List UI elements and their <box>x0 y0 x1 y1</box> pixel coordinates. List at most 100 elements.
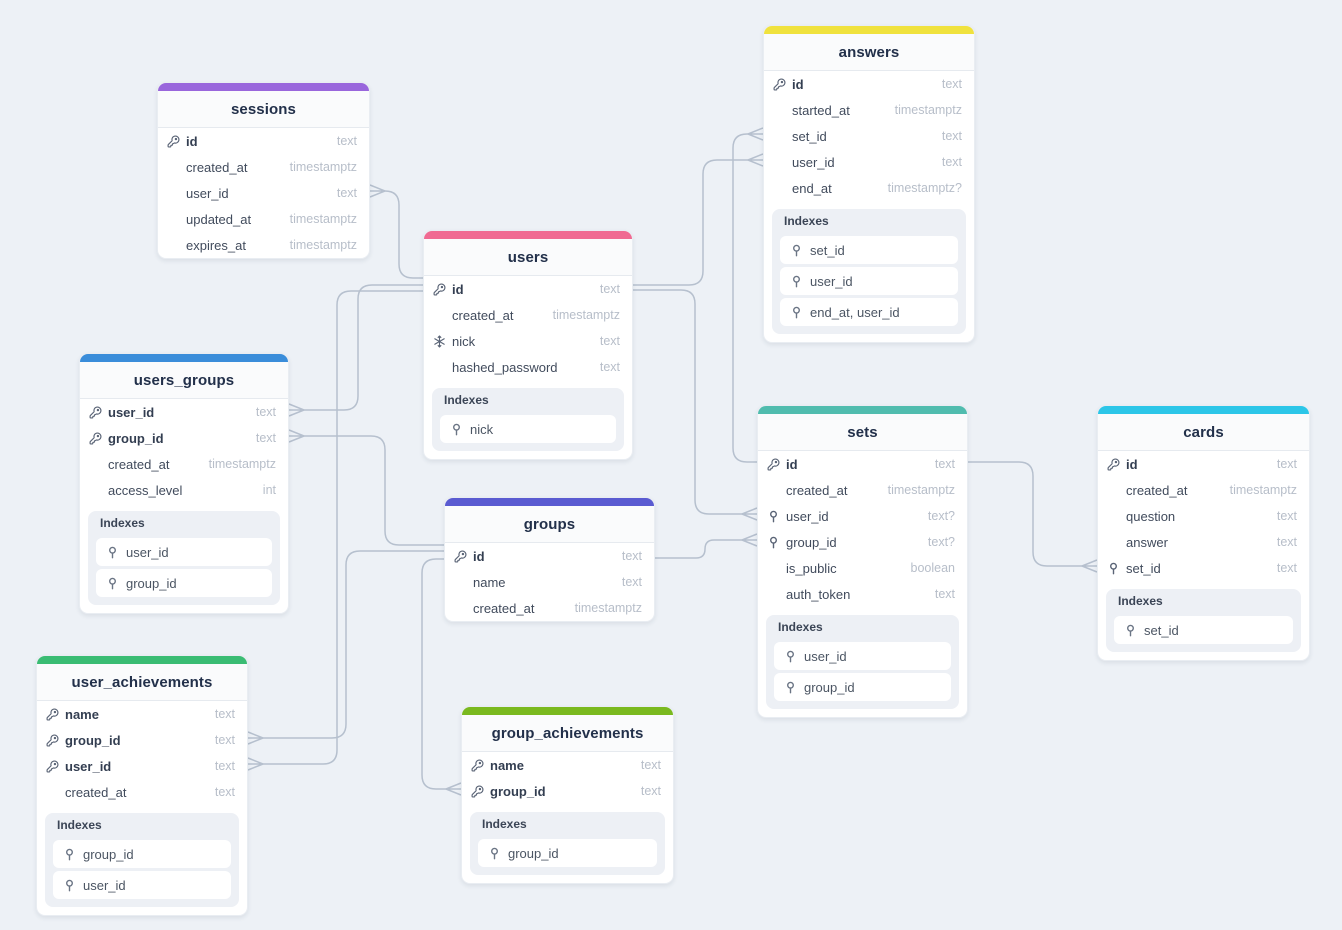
crows-foot-many-marker <box>288 429 305 443</box>
table-title-bar[interactable]: answers <box>764 34 974 71</box>
relationship-line <box>384 190 423 279</box>
field-name: expires_at <box>186 237 246 253</box>
field-name: created_at <box>65 784 127 800</box>
field-row-created_at: created_at timestamptz <box>758 477 967 503</box>
table-title-bar[interactable]: group_achievements <box>462 715 673 752</box>
field-name: set_id <box>1126 560 1161 576</box>
pin-icon <box>787 650 794 662</box>
field-type: text <box>336 134 357 148</box>
index-item: group_id <box>53 840 231 868</box>
table-card-answers[interactable]: answers id text started_at timestamptz set_id… <box>763 25 975 343</box>
field-name: created_at <box>786 482 848 498</box>
field-type: text <box>214 759 235 773</box>
relationship-group_achievements.group_id-groups.id[interactable] <box>421 558 462 796</box>
field-row-user_id: user_id text <box>764 149 974 175</box>
field-row-started_at: started_at timestamptz <box>764 97 974 123</box>
field-name: question <box>1126 508 1176 524</box>
key-icon <box>88 431 102 445</box>
relationship-line <box>633 289 742 515</box>
snowflake-icon <box>432 334 446 348</box>
relationship-user_achievements.group_id-groups.id[interactable] <box>247 550 444 745</box>
index-item: group_id <box>478 839 657 867</box>
field-row-expires_at: expires_at timestamptz <box>158 232 369 258</box>
key-icon <box>166 134 180 148</box>
crows-foot-many-marker <box>747 153 764 167</box>
relationship-sets.user_id-users.id[interactable] <box>633 289 758 521</box>
field-name: id <box>786 456 798 472</box>
pin-icon <box>453 423 460 435</box>
field-row-end_at: end_at timestamptz? <box>764 175 974 201</box>
table-color-strip <box>445 498 654 506</box>
field-type: text <box>640 758 661 772</box>
relationship-sets.group_id-groups.id[interactable] <box>655 533 758 559</box>
relationship-cards.set_id-sets.id[interactable] <box>968 461 1098 573</box>
table-name: answers <box>838 43 900 61</box>
table-title-bar[interactable]: users <box>424 239 632 276</box>
index-item: user_id <box>774 642 951 670</box>
index-item: user_id <box>96 538 272 566</box>
table-color-strip <box>158 83 369 91</box>
table-title-bar[interactable]: users_groups <box>80 362 288 399</box>
field-name: group_id <box>786 534 837 550</box>
table-card-sets[interactable]: sets id text created_at timestamptz user_id te… <box>757 405 968 718</box>
field-row-is_public: is_public boolean <box>758 555 967 581</box>
field-type: text <box>621 549 642 563</box>
relationship-line <box>968 461 1082 567</box>
field-name: auth_token <box>786 586 851 602</box>
table-title-bar[interactable]: sessions <box>158 91 369 128</box>
field-row-created_at: created_at timestamptz <box>158 154 369 180</box>
table-title-bar[interactable]: groups <box>445 506 654 543</box>
table-name: user_achievements <box>71 673 213 691</box>
relationship-answers.user_id-users.id[interactable] <box>633 153 764 286</box>
field-row-group_id: group_id text <box>80 425 288 451</box>
field-row-created_at: created_at timestamptz <box>424 302 632 328</box>
index-name: user_id <box>126 544 169 560</box>
relationship-users_groups.group_id-groups.id[interactable] <box>288 429 444 546</box>
field-row-name: name text <box>445 569 654 595</box>
table-card-group_achievements[interactable]: group_achievements name text group_id text In… <box>461 706 674 884</box>
field-name: user_id <box>108 404 155 420</box>
relationship-user_achievements.user_id-users.id[interactable] <box>247 290 423 771</box>
index-name: set_id <box>1144 622 1179 638</box>
table-title-bar[interactable]: user_achievements <box>37 664 247 701</box>
table-title-bar[interactable]: cards <box>1098 414 1309 451</box>
relationship-sessions.user_id-users.id[interactable] <box>369 184 423 279</box>
field-name: group_id <box>65 732 121 748</box>
pin-icon <box>1106 561 1120 575</box>
key-icon <box>1106 457 1120 471</box>
field-type: text <box>1276 535 1297 549</box>
field-name: group_id <box>490 783 546 799</box>
indexes-panel: Indexes nick <box>432 388 624 451</box>
table-card-users_groups[interactable]: users_groups user_id text group_id text creat… <box>79 353 289 614</box>
relationship-line <box>421 558 446 790</box>
index-name: nick <box>470 421 494 437</box>
index-name: user_id <box>810 273 853 289</box>
table-card-sessions[interactable]: sessions id text created_at timestamptz user_… <box>157 82 370 259</box>
relationship-users_groups.user_id-users.id[interactable] <box>288 284 423 417</box>
pin-icon <box>766 535 780 549</box>
relationship-line <box>304 435 444 546</box>
indexes-panel: Indexes set_id <box>1106 589 1301 652</box>
relationship-answers.set_id-sets.id[interactable] <box>732 127 764 463</box>
table-card-user_achievements[interactable]: user_achievements name text group_id text use… <box>36 655 248 916</box>
field-row-id: id text <box>445 543 654 569</box>
field-name: created_at <box>186 159 248 175</box>
field-row-group_id: group_id text <box>462 778 673 804</box>
field-row-access_level: access_level int <box>80 477 288 503</box>
index-name: user_id <box>804 648 847 664</box>
table-color-strip <box>1098 406 1309 414</box>
field-name: started_at <box>792 102 850 118</box>
table-card-cards[interactable]: cards id text created_at timestamptz question… <box>1097 405 1310 661</box>
field-type: text <box>941 155 962 169</box>
field-type: text <box>1276 561 1297 575</box>
field-name: user_id <box>65 758 112 774</box>
index-name: set_id <box>810 242 845 258</box>
table-title-bar[interactable]: sets <box>758 414 967 451</box>
relationship-line <box>633 159 748 286</box>
table-card-users[interactable]: users id text created_at timestamptz nick text… <box>423 230 633 460</box>
field-name: id <box>792 76 804 92</box>
field-row-id: id text <box>1098 451 1309 477</box>
pin-icon <box>766 509 780 523</box>
table-card-groups[interactable]: groups id text name text created_at timestampt… <box>444 497 655 622</box>
